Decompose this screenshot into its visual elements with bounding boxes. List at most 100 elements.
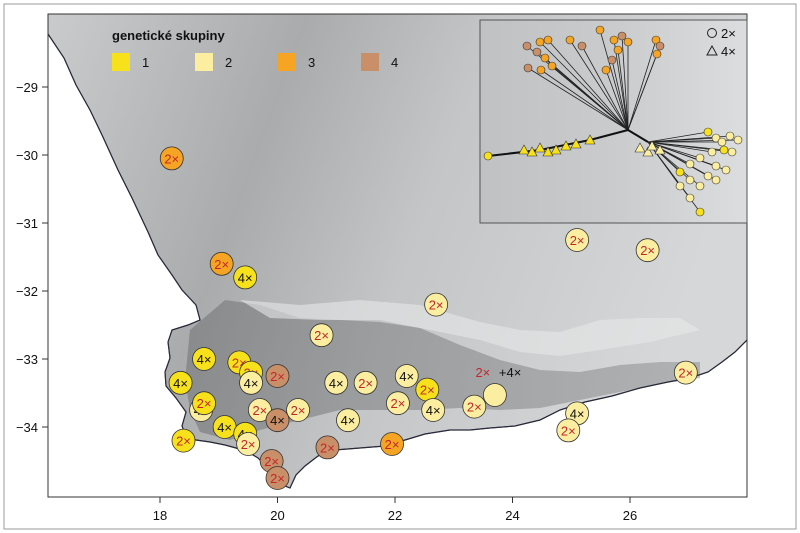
- legend-title: genetické skupiny: [112, 28, 225, 43]
- legend-label-4: 4: [391, 55, 398, 70]
- y-tick-label: −33: [16, 352, 38, 367]
- ploidy-label: 4×: [173, 376, 188, 391]
- tree-node-triangle: [646, 140, 658, 151]
- tree-node: [543, 35, 553, 45]
- ploidy-label: 2×: [214, 257, 229, 272]
- sample-point: [421, 398, 446, 422]
- ploidy-label: 4×: [329, 376, 344, 391]
- tree-node: [607, 55, 617, 65]
- sample-point: [315, 435, 340, 460]
- tree-node: [727, 147, 737, 157]
- tree-node-triangle: [654, 144, 666, 155]
- tree-node: [601, 65, 611, 75]
- ploidy-label: 2×: [420, 383, 435, 398]
- tree-node: [577, 41, 587, 51]
- tree-node: [540, 53, 550, 63]
- ploidy-label: 2×: [678, 366, 693, 381]
- tree-node: [725, 131, 735, 141]
- sample-point: [159, 146, 184, 171]
- sample-point: [171, 428, 196, 453]
- tree-branch: [613, 39, 629, 131]
- tree-node-triangle: [542, 146, 554, 157]
- tree-node: [695, 207, 705, 217]
- tree-node-triangle: [534, 142, 546, 153]
- tree-branch: [617, 49, 629, 131]
- tree-node: [685, 193, 695, 203]
- tree-node: [547, 61, 557, 71]
- legend-swatch-2: [195, 53, 213, 71]
- x-tick-label: 24: [505, 508, 519, 523]
- tree-node: [536, 65, 546, 75]
- y-tick-label: −34: [16, 420, 38, 435]
- tree-branch: [540, 69, 629, 131]
- legend-label-1: 1: [142, 55, 149, 70]
- sample-point: [556, 418, 581, 443]
- tree-node: [623, 37, 633, 47]
- ploidy-label: 4×: [217, 420, 232, 435]
- tree-branch: [569, 39, 629, 131]
- sample-point: [265, 466, 290, 490]
- y-tick-label: −32: [16, 284, 38, 299]
- mixed-label-2x: 2×: [475, 365, 490, 380]
- x-tick-label: 22: [388, 508, 402, 523]
- tree-node: [685, 159, 695, 169]
- ploidy-label: 4×: [197, 352, 212, 367]
- sample-point: [462, 394, 487, 419]
- sample-points: 2× 2× 4× 2× 2× 2× 2× 4× 2× 2× 4× 2× 4× 2× 4× 2× 4× 2× 4× 2×…: [159, 146, 698, 490]
- ploidy-label: 2×: [640, 243, 655, 258]
- tree-branch: [605, 69, 629, 131]
- y-tick-label: −29: [16, 80, 38, 95]
- sample-point: [192, 391, 216, 416]
- sample-point: [565, 228, 590, 252]
- y-tick-label: −31: [16, 216, 38, 231]
- ploidy-label: 2×: [314, 328, 329, 343]
- sample-point: [239, 370, 263, 395]
- circle-icon: [707, 28, 717, 38]
- tree-node: [595, 25, 605, 35]
- tree-node-triangle: [570, 138, 582, 149]
- ploidy-label: 2×: [197, 396, 212, 411]
- tree-branch: [647, 131, 709, 143]
- legend-label-3: 3: [308, 55, 315, 70]
- tree-node: [711, 161, 721, 171]
- tree-node-triangle: [560, 140, 572, 151]
- ploidy-label: 2×: [252, 403, 267, 418]
- tree-node: [522, 41, 532, 51]
- inset-border: [479, 19, 748, 224]
- sample-point: [380, 432, 404, 456]
- ploidy-label: 2×: [291, 403, 306, 418]
- tree-node: [675, 181, 685, 191]
- inset-legend-4x: 4×: [721, 44, 736, 59]
- x-axis: 18 20 22 24 26: [153, 497, 637, 523]
- ploidy-label: 2×: [241, 437, 256, 452]
- ploidy-label: 4×: [244, 376, 259, 391]
- ploidy-label: 2×: [264, 454, 279, 469]
- ploidy-label: 2×: [467, 400, 482, 415]
- tree-node: [703, 171, 713, 181]
- ploidy-label: 2×: [570, 233, 585, 248]
- tree-node: [711, 133, 721, 143]
- legend-swatch-1: [112, 53, 130, 71]
- inset-legend-2x: 2×: [721, 26, 736, 41]
- ploidy-label: 2×: [429, 298, 444, 313]
- sample-point: [309, 323, 334, 348]
- ploidy-label: 4×: [341, 413, 356, 428]
- sample-point: [635, 238, 660, 263]
- x-tick-label: 20: [270, 508, 284, 523]
- tree-node: [532, 47, 542, 57]
- sample-point: [233, 265, 258, 290]
- tree-node-triangle: [642, 146, 654, 157]
- inset-legend: 2× 4×: [706, 26, 736, 59]
- x-tick-label: 18: [153, 508, 167, 523]
- sample-point: [236, 432, 261, 456]
- tree-branch: [547, 39, 629, 131]
- sample-point: [265, 364, 290, 388]
- triangle-icon: [706, 44, 718, 56]
- ploidy-label: 2×: [391, 396, 406, 411]
- tree-node: [535, 37, 545, 47]
- ploidy-label: 4×: [426, 403, 441, 418]
- tree-node: [703, 127, 713, 137]
- tree-branch: [627, 39, 657, 131]
- sample-point: [192, 347, 216, 371]
